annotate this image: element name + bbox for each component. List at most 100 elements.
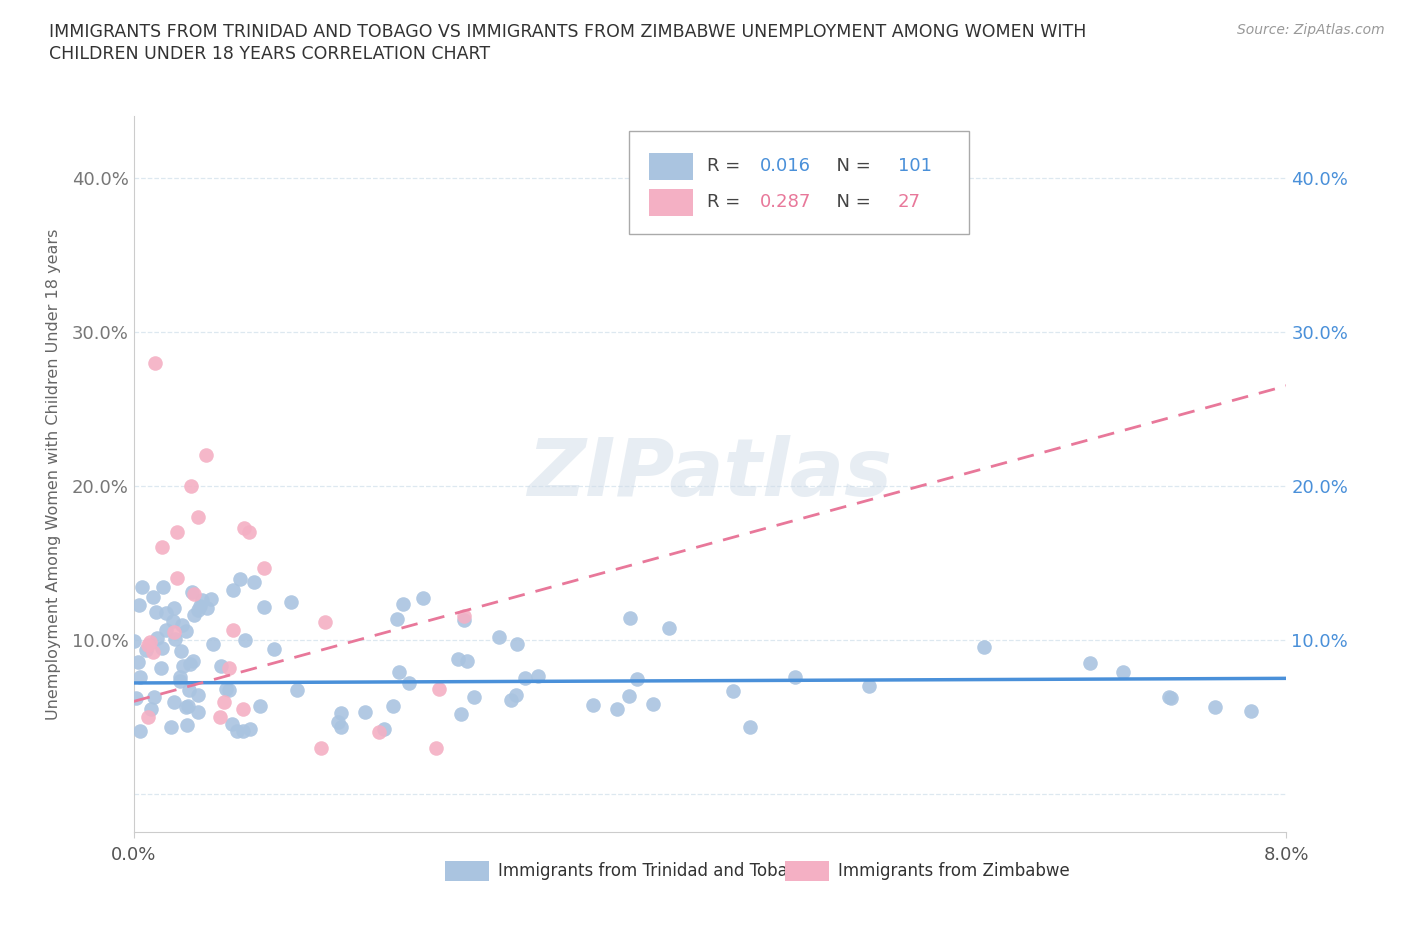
Point xyxy=(463,690,485,705)
Point xyxy=(142,590,165,604)
FancyBboxPatch shape xyxy=(630,130,970,234)
Text: 27: 27 xyxy=(898,193,921,211)
Point xyxy=(249,699,271,714)
Point xyxy=(135,643,157,658)
Text: N =: N = xyxy=(825,193,877,211)
Point xyxy=(381,698,404,713)
Point xyxy=(169,673,191,688)
Text: Immigrants from Zimbabwe: Immigrants from Zimbabwe xyxy=(838,862,1070,880)
Point xyxy=(373,721,395,736)
Point xyxy=(328,715,350,730)
Point xyxy=(122,634,145,649)
Point xyxy=(176,718,198,733)
Point xyxy=(174,699,197,714)
Text: 0.287: 0.287 xyxy=(759,193,811,211)
Point xyxy=(131,580,153,595)
Point xyxy=(125,690,148,705)
Point xyxy=(195,601,218,616)
Point xyxy=(354,704,377,719)
Bar xyxy=(785,861,828,881)
Point xyxy=(136,638,159,653)
Text: ZIPatlas: ZIPatlas xyxy=(527,435,893,513)
Point xyxy=(232,521,254,536)
Point xyxy=(619,610,641,625)
Point xyxy=(218,660,240,675)
Point xyxy=(221,716,243,731)
Point xyxy=(181,585,204,600)
Point xyxy=(1159,689,1181,704)
Point xyxy=(229,572,252,587)
Point xyxy=(179,657,201,671)
Point xyxy=(208,710,231,724)
Point xyxy=(367,724,389,739)
Point xyxy=(232,724,254,738)
Point xyxy=(177,698,200,713)
Point xyxy=(658,620,681,635)
Point xyxy=(641,697,664,711)
Point xyxy=(170,618,193,632)
Point xyxy=(218,683,240,698)
Point xyxy=(412,591,434,605)
Point xyxy=(450,706,472,721)
Point xyxy=(128,597,150,612)
Point xyxy=(783,670,806,684)
Point xyxy=(145,631,167,645)
Point xyxy=(191,592,214,607)
Point xyxy=(187,602,209,617)
Point xyxy=(143,355,166,370)
Point xyxy=(222,623,245,638)
Point xyxy=(166,525,188,539)
Text: N =: N = xyxy=(825,157,877,176)
Point xyxy=(1160,691,1182,706)
Point xyxy=(505,637,527,652)
Point xyxy=(174,623,197,638)
Point xyxy=(201,636,224,651)
Point xyxy=(233,632,256,647)
Bar xyxy=(650,189,693,216)
Point xyxy=(1240,703,1263,718)
Text: R =: R = xyxy=(707,193,745,211)
Point xyxy=(160,719,183,734)
Point xyxy=(187,687,209,702)
Point xyxy=(187,704,209,719)
Point xyxy=(1204,699,1226,714)
Point xyxy=(582,698,605,712)
Point xyxy=(162,601,184,616)
Point xyxy=(152,540,174,555)
Point xyxy=(162,614,184,629)
Point xyxy=(170,644,193,658)
Point xyxy=(127,654,149,669)
Point xyxy=(738,719,761,734)
Point xyxy=(253,561,276,576)
Point xyxy=(169,669,191,684)
Point xyxy=(280,594,302,609)
Point xyxy=(973,640,995,655)
Point xyxy=(388,664,411,679)
Point xyxy=(238,525,260,539)
Point xyxy=(163,695,186,710)
Point xyxy=(222,582,245,597)
Point xyxy=(513,671,536,685)
Bar xyxy=(650,153,693,180)
Point xyxy=(212,695,235,710)
Point xyxy=(239,722,262,737)
Point xyxy=(263,642,285,657)
Point xyxy=(183,607,205,622)
Point xyxy=(391,597,413,612)
Point xyxy=(329,720,352,735)
Text: 0.016: 0.016 xyxy=(759,157,811,176)
Point xyxy=(172,659,194,674)
Point xyxy=(858,679,880,694)
Point xyxy=(456,653,478,668)
Point xyxy=(488,630,510,644)
Point xyxy=(232,701,254,716)
Point xyxy=(163,625,186,640)
Point xyxy=(190,598,212,613)
Point xyxy=(606,702,628,717)
Point xyxy=(225,724,247,738)
Y-axis label: Unemployment Among Women with Children Under 18 years: Unemployment Among Women with Children U… xyxy=(46,229,60,720)
Point xyxy=(139,702,162,717)
Point xyxy=(314,615,336,630)
Point xyxy=(145,604,167,619)
Point xyxy=(155,606,177,621)
